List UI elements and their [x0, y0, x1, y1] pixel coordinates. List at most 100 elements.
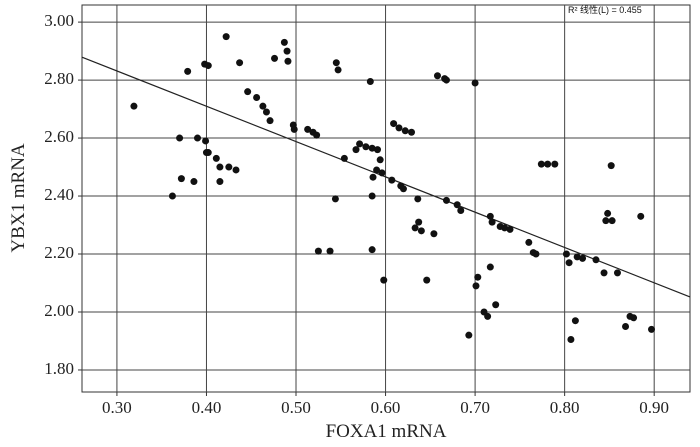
data-point [222, 33, 230, 41]
data-point [390, 120, 398, 128]
data-point [486, 212, 494, 220]
data-point [380, 276, 388, 284]
data-point [366, 78, 374, 86]
data-point [284, 57, 292, 65]
data-point [271, 54, 279, 62]
data-point [647, 325, 655, 333]
data-point [331, 195, 339, 203]
data-point [177, 175, 185, 183]
data-point [352, 146, 360, 154]
data-point [433, 72, 441, 80]
data-point [362, 143, 370, 151]
data-point [395, 124, 403, 132]
data-point [471, 79, 479, 87]
x-tick-label: 0.50 [281, 398, 311, 417]
data-point [326, 247, 334, 255]
data-point [401, 127, 409, 135]
data-point [176, 134, 184, 142]
x-tick-label: 0.70 [460, 398, 490, 417]
data-point [411, 224, 419, 232]
data-point [373, 146, 381, 154]
data-point [244, 88, 252, 96]
data-point [501, 224, 509, 232]
fit-line [81, 56, 691, 298]
data-point [378, 169, 386, 177]
data-point [266, 117, 274, 125]
data-point [184, 67, 192, 75]
data-point [544, 160, 552, 168]
data-point [607, 162, 615, 170]
data-point [216, 178, 224, 186]
y-tick-label: 2.40 [44, 185, 74, 204]
x-tick-label: 0.90 [639, 398, 669, 417]
data-point [472, 282, 480, 290]
data-point [423, 276, 431, 284]
data-point [613, 269, 621, 277]
data-point [204, 62, 212, 70]
data-point [304, 125, 312, 133]
data-point [453, 201, 461, 209]
data-point [283, 47, 291, 55]
data-point [484, 312, 492, 320]
x-tick-label: 0.60 [371, 398, 401, 417]
data-point [562, 250, 570, 258]
data-point [571, 317, 579, 325]
data-point [194, 134, 202, 142]
data-point [622, 322, 630, 330]
data-point [488, 218, 496, 226]
data-point [465, 331, 473, 339]
data-point [551, 160, 559, 168]
data-point [259, 102, 267, 110]
y-tick-label: 2.20 [44, 243, 74, 262]
data-point [608, 217, 616, 225]
data-point [630, 314, 638, 322]
r-squared-note: R² 线性(L) = 0.455 [568, 4, 642, 15]
data-point [442, 196, 450, 204]
x-tick-label: 0.30 [102, 398, 132, 417]
data-point [373, 166, 381, 174]
data-point [579, 254, 587, 262]
data-point [414, 195, 422, 203]
data-point [190, 178, 198, 186]
data-point [532, 250, 540, 258]
data-point [253, 93, 261, 101]
data-point [368, 144, 376, 152]
data-point [592, 256, 600, 264]
data-point [567, 336, 575, 344]
data-point [216, 163, 224, 171]
data-point [442, 76, 450, 84]
data-point [290, 125, 298, 133]
data-point [225, 163, 233, 171]
data-point [474, 273, 482, 281]
data-point [492, 301, 500, 309]
data-point [314, 247, 322, 255]
y-tick-label: 3.00 [44, 11, 74, 30]
data-point [486, 263, 494, 271]
data-point [399, 185, 407, 193]
x-tick-label: 0.80 [550, 398, 580, 417]
data-point [340, 154, 348, 162]
data-point [537, 160, 545, 168]
data-point [457, 207, 465, 215]
data-point [168, 192, 176, 200]
data-point [600, 269, 608, 277]
data-point [430, 230, 438, 238]
y-tick-label: 2.80 [44, 69, 74, 88]
data-point [604, 209, 612, 217]
data-point [236, 59, 244, 67]
data-point [565, 259, 573, 267]
data-point [356, 140, 364, 148]
data-point [368, 192, 376, 200]
data-point [415, 218, 423, 226]
x-axis-label: FOXA1 mRNA [326, 421, 447, 442]
y-tick-label: 2.00 [44, 301, 74, 320]
data-point [376, 156, 384, 164]
data-point [506, 225, 514, 233]
data-point [212, 154, 220, 162]
data-point [369, 173, 377, 181]
data-point [202, 137, 210, 145]
y-tick-label: 2.60 [44, 127, 74, 146]
data-point [332, 59, 340, 67]
data-point [602, 217, 610, 225]
